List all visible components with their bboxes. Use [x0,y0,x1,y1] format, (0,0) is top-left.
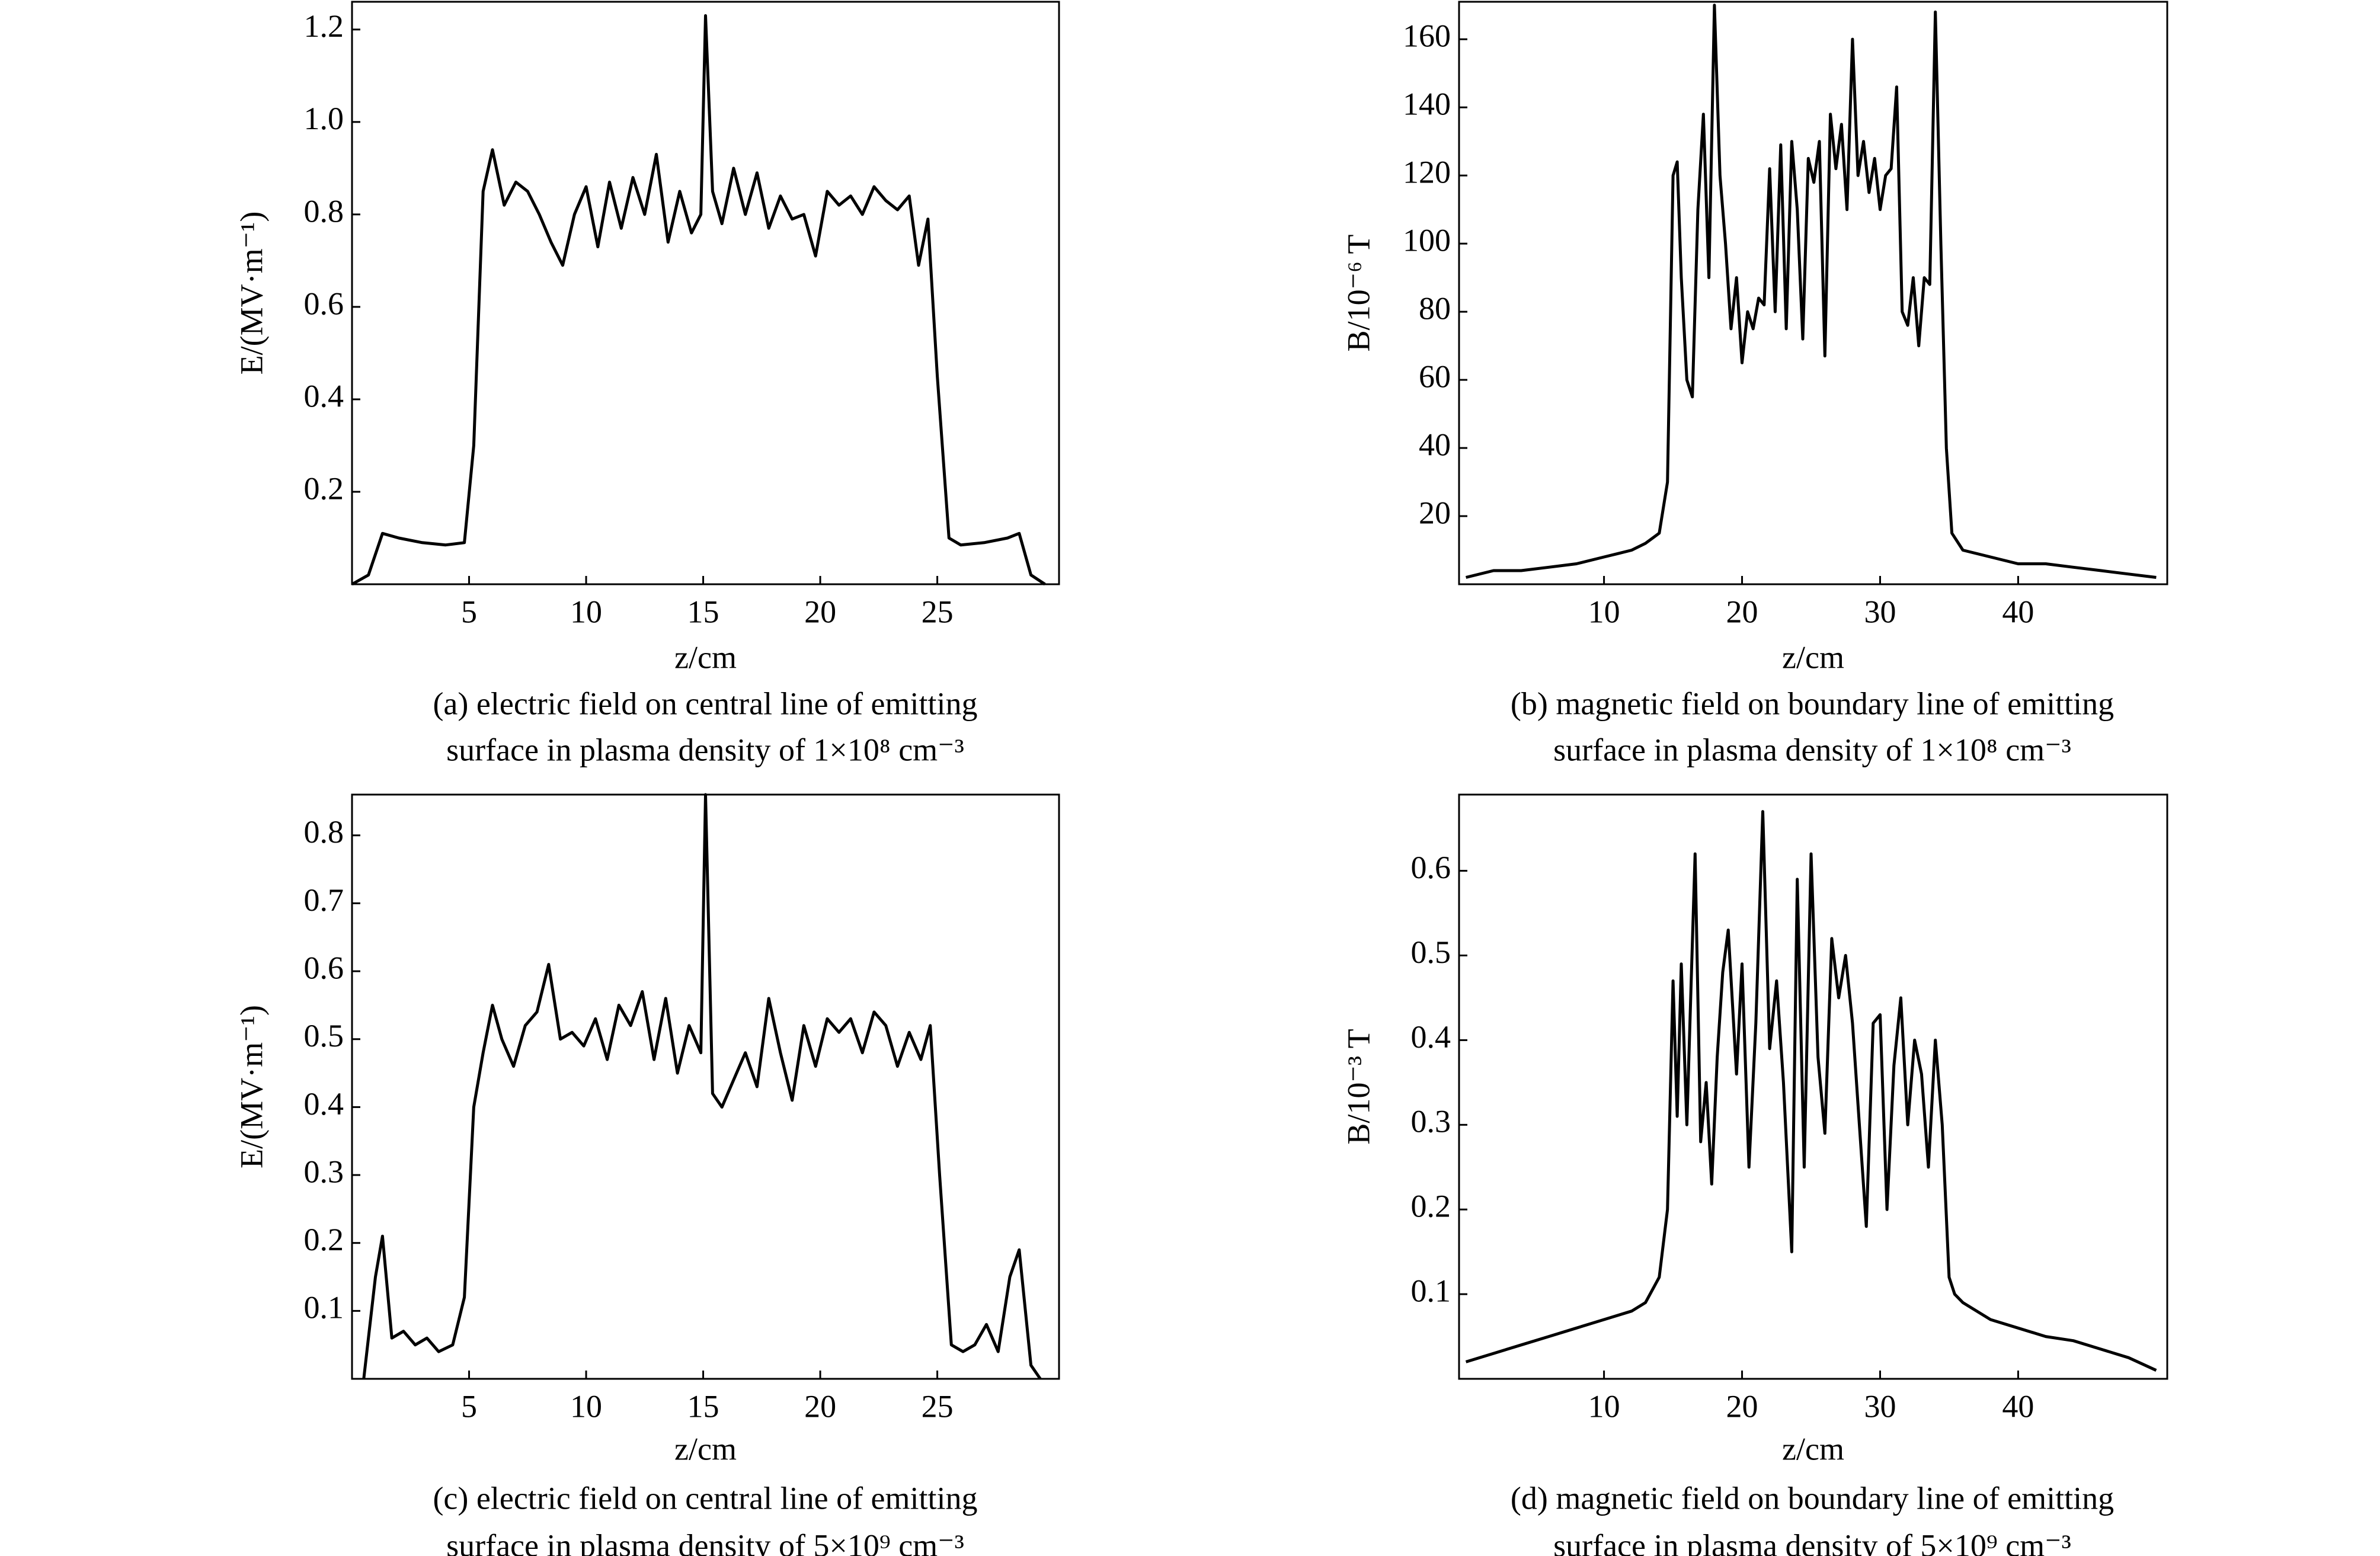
y-tick-label: 0.5 [1411,934,1451,970]
y-tick-label: 0.2 [1411,1189,1451,1224]
caption: (c) electric field on central line of em… [433,1480,977,1516]
caption: (d) magnetic field on boundary line of e… [1511,1480,2114,1516]
x-axis-label: z/cm [1782,639,1844,675]
caption: surface in plasma density of 1×10⁸ cm⁻³ [1553,732,2071,767]
y-tick-label: 0.4 [1411,1019,1451,1055]
x-axis-label: z/cm [1782,1431,1844,1467]
y-tick-label: 40 [1419,427,1451,462]
x-tick-label: 20 [804,594,836,629]
y-tick-label: 160 [1403,18,1451,54]
y-tick-label: 0.2 [304,470,344,506]
y-tick-label: 0.2 [304,1222,344,1257]
x-axis-label: z/cm [674,639,737,675]
x-tick-label: 40 [2002,1388,2034,1424]
y-tick-label: 80 [1419,291,1451,326]
caption: (a) electric field on central line of em… [433,686,977,721]
x-tick-label: 10 [570,594,602,629]
x-tick-label: 15 [687,1388,719,1424]
y-tick-label: 0.3 [1411,1104,1451,1139]
plot-frame [351,793,1060,1380]
x-tick-label: 20 [1726,594,1758,629]
panel: 5 10 15 20 25 0.2 0.4 0.6 0.8 1.0 1.2 E/(MV·m⁻¹) z/c… [233,1,1060,767]
x-tick-label: 15 [687,594,719,629]
y-tick-label: 0.8 [304,814,344,850]
y-axis-label: E/(MV·m⁻¹) [233,1005,269,1168]
y-tick-label: 0.6 [304,286,344,321]
y-tick-label: 20 [1419,495,1451,530]
y-tick-label: 0.3 [304,1154,344,1189]
y-axis-label: B/10⁻³ T [1341,1029,1376,1144]
caption: surface in plasma density of 5×10⁹ cm⁻³ [1553,1528,2071,1556]
y-tick-label: 1.0 [304,101,344,136]
y-tick-label: 0.5 [304,1018,344,1054]
y-tick-label: 1.2 [304,8,344,44]
y-tick-label: 60 [1419,358,1451,394]
panel: 10 20 30 40 20 40 60 80 100 120 140 160 B/10⁻⁶ T z/cm… [1341,1,2168,767]
y-tick-label: 0.4 [304,1086,344,1122]
x-tick-label: 20 [804,1388,836,1424]
data-line [362,793,1042,1380]
plot-frame [1458,793,2168,1380]
plot-frame [351,1,1060,585]
y-tick-label: 0.1 [1411,1273,1451,1308]
data-line [351,14,1046,586]
x-tick-label: 5 [461,1388,477,1424]
x-tick-label: 10 [1588,594,1620,629]
y-axis-label: B/10⁻⁶ T [1341,235,1376,352]
y-tick-label: 0.1 [304,1290,344,1326]
y-tick-label: 0.6 [304,950,344,985]
y-tick-label: 0.4 [304,378,344,414]
x-axis-label: z/cm [674,1431,737,1467]
x-tick-label: 30 [1864,594,1896,629]
x-tick-label: 25 [922,594,954,629]
x-tick-label: 25 [922,1388,954,1424]
caption: (b) magnetic field on boundary line of e… [1511,686,2114,721]
x-tick-label: 30 [1864,1388,1896,1424]
y-tick-label: 0.6 [1411,850,1451,885]
data-line [1466,4,2157,579]
caption: surface in plasma density of 1×10⁸ cm⁻³ [446,732,964,767]
data-line [1465,810,2157,1372]
x-tick-label: 40 [2002,594,2034,629]
panel: 10 20 30 40 0.1 0.2 0.3 0.4 0.5 0.6 B/10⁻³ T z/cm (d… [1341,793,2168,1556]
y-tick-label: 140 [1403,87,1451,122]
y-axis-label: E/(MV·m⁻¹) [233,212,269,375]
x-tick-label: 10 [1588,1388,1620,1424]
y-tick-label: 0.8 [304,193,344,229]
x-tick-label: 20 [1726,1388,1758,1424]
y-tick-label: 0.7 [304,882,344,918]
y-tick-label: 120 [1403,155,1451,190]
x-tick-label: 5 [461,594,477,629]
x-tick-label: 10 [570,1388,602,1424]
plot-frame [1458,1,2168,585]
y-tick-label: 100 [1403,223,1451,258]
panel: 5 10 15 20 25 0.1 0.2 0.3 0.4 0.5 0.6 0.7 0.8 E/(MV·m… [233,793,1060,1556]
caption: surface in plasma density of 5×10⁹ cm⁻³ [446,1528,964,1556]
